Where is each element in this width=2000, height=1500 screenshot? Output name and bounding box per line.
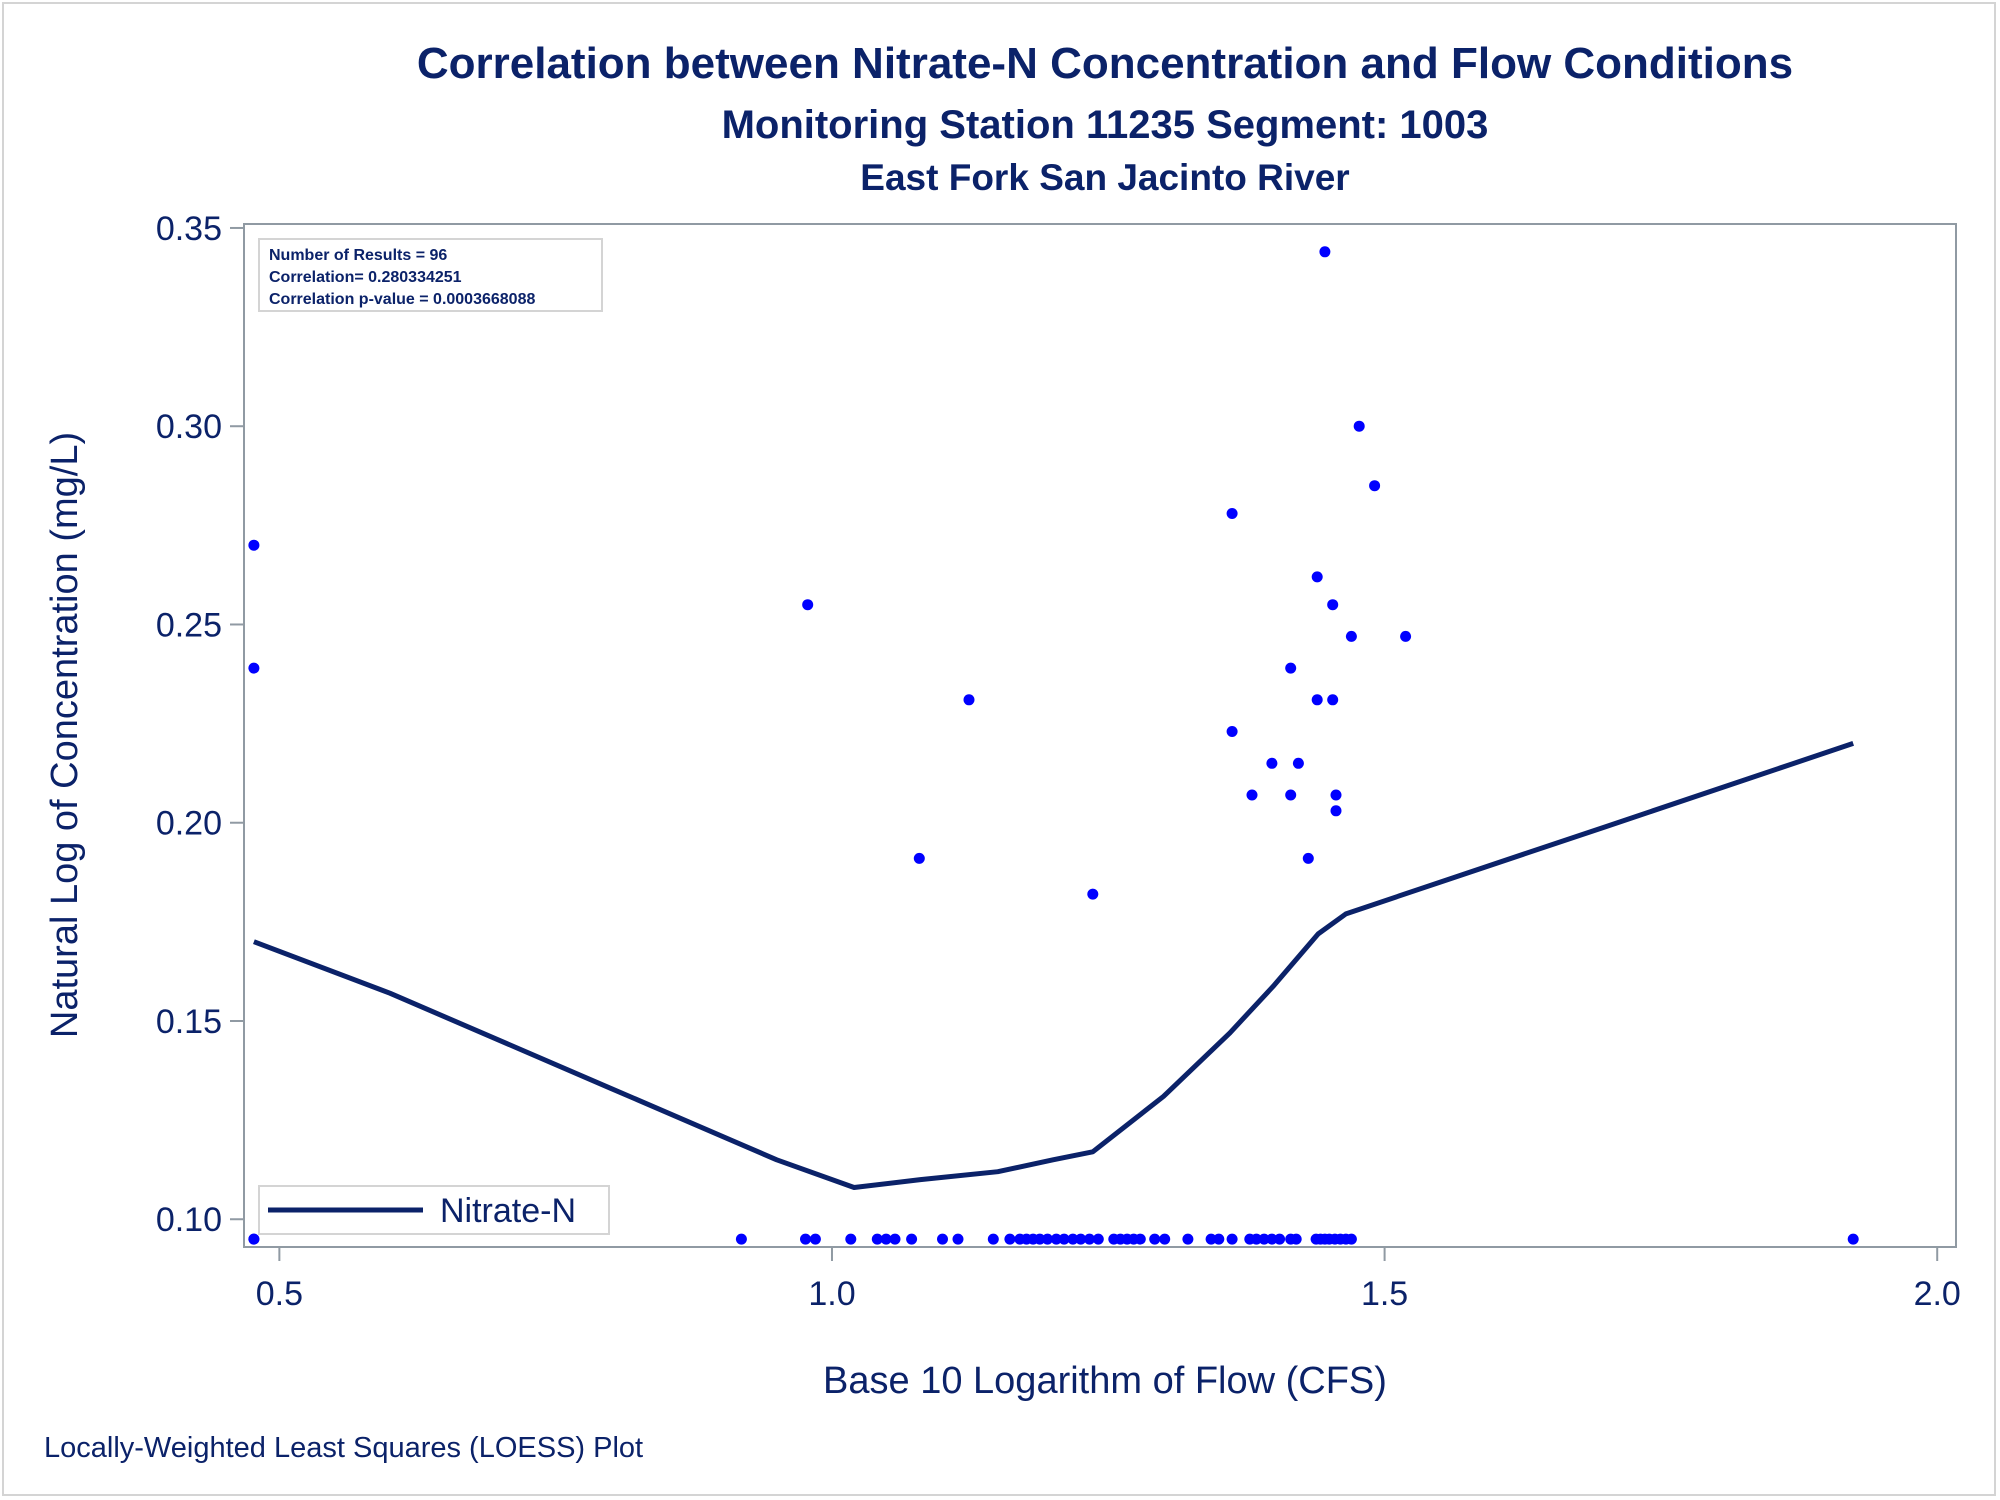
data-point	[248, 1233, 260, 1245]
data-point	[1042, 1233, 1053, 1245]
data-point	[1087, 888, 1099, 900]
x-tick-label: 0.5	[256, 1275, 303, 1313]
stats-count: Number of Results = 96	[269, 247, 447, 264]
data-point	[880, 1233, 892, 1245]
data-point	[845, 1233, 857, 1245]
data-point	[1400, 630, 1412, 642]
y-tick-label: 0.20	[156, 805, 222, 843]
y-tick-label: 0.15	[156, 1003, 222, 1041]
data-point	[809, 1233, 821, 1245]
x-tick-label: 1.5	[1361, 1275, 1408, 1313]
plot-area-border	[243, 223, 1957, 1248]
data-point	[1369, 480, 1381, 492]
chart-title: Correlation between Nitrate-N Concentrat…	[417, 39, 1793, 88]
data-point	[735, 1233, 747, 1245]
data-point	[1285, 662, 1297, 674]
data-point	[1345, 630, 1357, 642]
stats-box: Number of Results = 96 Correlation= 0.28…	[258, 238, 603, 312]
y-tick-label: 0.30	[156, 408, 222, 446]
data-point	[1327, 599, 1339, 611]
data-point	[1075, 1233, 1087, 1245]
legend-label-nitrate-n: Nitrate-N	[440, 1192, 576, 1230]
data-point	[1159, 1233, 1171, 1245]
data-point	[800, 1233, 811, 1245]
data-point	[1067, 1233, 1079, 1245]
data-point	[1213, 1233, 1225, 1245]
data-point	[1092, 1233, 1104, 1245]
data-point	[1330, 805, 1342, 817]
y-tick-label: 0.35	[156, 210, 222, 248]
x-tick-label: 1.0	[808, 1275, 855, 1313]
chart-subtitle: Monitoring Station 11235 Segment: 1003	[722, 103, 1489, 147]
data-point	[1004, 1233, 1016, 1245]
data-point	[1330, 789, 1342, 801]
data-point	[1274, 1233, 1286, 1245]
data-point	[1226, 1233, 1238, 1245]
data-point	[1084, 1233, 1095, 1245]
data-point	[1327, 694, 1339, 706]
x-axis-label: Base 10 Logarithm of Flow (CFS)	[823, 1360, 1387, 1402]
scatter-points	[248, 246, 1859, 1245]
data-point	[937, 1233, 948, 1245]
data-point	[1246, 789, 1258, 801]
data-point	[1250, 1233, 1262, 1245]
data-point	[1292, 757, 1304, 769]
stats-box-frame	[258, 238, 603, 312]
data-point	[248, 662, 260, 674]
data-point	[1311, 694, 1323, 706]
y-tick-label: 0.25	[156, 606, 222, 644]
data-point	[1258, 1233, 1270, 1245]
data-point	[913, 852, 925, 864]
data-point	[963, 694, 975, 706]
data-point	[1134, 1233, 1146, 1245]
loess-line-nitrate-n	[253, 741, 1854, 1190]
data-point	[1266, 757, 1278, 769]
data-point	[1290, 1233, 1302, 1245]
x-axis: 0.5 1.0 1.5 2.0	[256, 1247, 1961, 1313]
data-point	[906, 1233, 918, 1245]
legend: Nitrate-N	[258, 1185, 610, 1235]
y-tick-label: 0.10	[156, 1201, 222, 1239]
data-point	[1266, 1233, 1278, 1245]
data-point	[1050, 1233, 1062, 1245]
data-point	[1285, 789, 1297, 801]
data-point	[1847, 1233, 1859, 1245]
data-point	[1319, 246, 1331, 258]
data-point	[802, 599, 814, 611]
stats-correlation: Correlation= 0.280334251	[269, 269, 462, 286]
data-point	[1034, 1233, 1046, 1245]
data-point	[1058, 1233, 1070, 1245]
chart-subtitle-2: East Fork San Jacinto River	[860, 157, 1349, 198]
data-point	[1226, 508, 1238, 519]
data-point	[1353, 420, 1365, 432]
data-point	[871, 1233, 883, 1245]
data-point	[987, 1233, 999, 1245]
data-point	[248, 539, 260, 551]
data-point	[1182, 1233, 1194, 1245]
x-tick-label: 2.0	[1914, 1275, 1961, 1313]
footnote: Locally-Weighted Least Squares (LOESS) P…	[44, 1432, 643, 1464]
data-point	[1226, 726, 1238, 737]
y-axis: 0.10 0.15 0.20 0.25 0.30 0.35	[156, 210, 244, 1239]
data-point	[952, 1233, 964, 1245]
stats-p-value: Correlation p-value = 0.0003668088	[269, 291, 535, 308]
data-point	[1149, 1233, 1161, 1245]
data-point	[1205, 1233, 1217, 1245]
y-axis-label: Natural Log of Concentration (mg/L)	[44, 432, 86, 1038]
data-point	[1345, 1233, 1357, 1245]
data-point	[1311, 571, 1323, 583]
data-point	[1302, 852, 1314, 864]
data-point	[889, 1233, 901, 1245]
